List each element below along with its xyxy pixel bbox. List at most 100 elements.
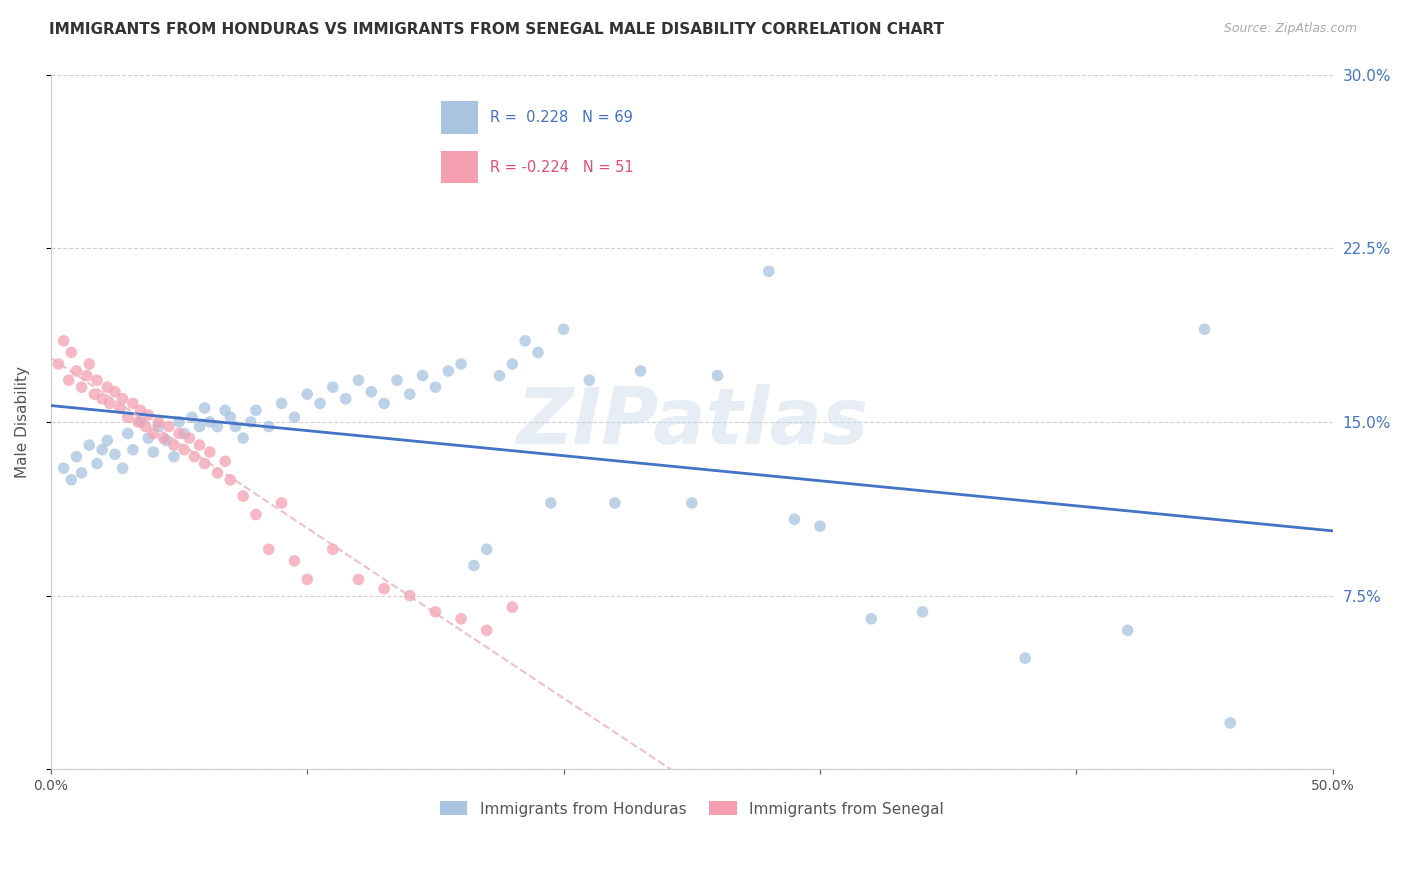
- Point: [79, 438, 101, 452]
- Point: [98, 396, 121, 410]
- Point: [76, 368, 98, 383]
- Point: [129, 403, 152, 417]
- Point: [52, 461, 75, 475]
- Point: [322, 542, 344, 557]
- Point: [60, 473, 83, 487]
- Point: [309, 396, 332, 410]
- Point: [501, 357, 523, 371]
- Point: [83, 387, 105, 401]
- Y-axis label: Male Disability: Male Disability: [15, 366, 30, 478]
- Point: [540, 496, 562, 510]
- Point: [270, 496, 292, 510]
- Point: [450, 357, 472, 371]
- Point: [157, 419, 180, 434]
- Point: [245, 403, 267, 417]
- Point: [152, 431, 174, 445]
- Legend: Immigrants from Honduras, Immigrants from Senegal: Immigrants from Honduras, Immigrants fro…: [432, 794, 952, 824]
- Point: [127, 415, 149, 429]
- Point: [360, 384, 382, 399]
- Point: [283, 554, 305, 568]
- Point: [111, 461, 134, 475]
- Point: [758, 264, 780, 278]
- Point: [194, 457, 217, 471]
- Point: [122, 442, 145, 457]
- Point: [425, 605, 447, 619]
- Point: [117, 426, 139, 441]
- Point: [148, 419, 170, 434]
- Point: [108, 401, 131, 415]
- Point: [142, 445, 165, 459]
- Point: [198, 415, 221, 429]
- Point: [163, 450, 186, 464]
- Point: [129, 415, 152, 429]
- Point: [578, 373, 600, 387]
- Point: [347, 573, 370, 587]
- Point: [232, 489, 254, 503]
- Point: [117, 410, 139, 425]
- Point: [122, 396, 145, 410]
- Point: [214, 403, 236, 417]
- Point: [1014, 651, 1036, 665]
- Point: [412, 368, 434, 383]
- Point: [167, 426, 190, 441]
- Point: [104, 447, 127, 461]
- Point: [48, 357, 70, 371]
- Point: [136, 431, 159, 445]
- Point: [179, 431, 201, 445]
- Point: [155, 434, 177, 448]
- Point: [239, 415, 262, 429]
- Point: [136, 408, 159, 422]
- Point: [65, 364, 87, 378]
- Point: [194, 401, 217, 415]
- Text: Source: ZipAtlas.com: Source: ZipAtlas.com: [1223, 22, 1357, 36]
- Point: [207, 419, 229, 434]
- Point: [347, 373, 370, 387]
- Point: [808, 519, 831, 533]
- Point: [65, 450, 87, 464]
- Point: [188, 438, 211, 452]
- Point: [527, 345, 550, 359]
- Point: [425, 380, 447, 394]
- Point: [180, 410, 202, 425]
- Point: [224, 419, 246, 434]
- Point: [373, 582, 395, 596]
- Point: [207, 466, 229, 480]
- Point: [398, 387, 420, 401]
- Point: [385, 373, 408, 387]
- Point: [79, 357, 101, 371]
- Point: [398, 589, 420, 603]
- Point: [111, 392, 134, 406]
- Point: [911, 605, 934, 619]
- Point: [515, 334, 537, 348]
- Point: [335, 392, 357, 406]
- Point: [91, 392, 114, 406]
- Point: [219, 410, 242, 425]
- Point: [148, 415, 170, 429]
- Point: [270, 396, 292, 410]
- Point: [501, 600, 523, 615]
- Point: [142, 426, 165, 441]
- Point: [553, 322, 575, 336]
- Point: [603, 496, 626, 510]
- Point: [96, 380, 118, 394]
- Text: ZIPatlas: ZIPatlas: [516, 384, 868, 460]
- Point: [297, 387, 319, 401]
- Point: [91, 442, 114, 457]
- Point: [167, 415, 190, 429]
- Point: [214, 454, 236, 468]
- Point: [86, 373, 108, 387]
- Point: [373, 396, 395, 410]
- Point: [488, 368, 510, 383]
- Point: [1116, 624, 1139, 638]
- Point: [173, 426, 195, 441]
- Point: [96, 434, 118, 448]
- Point: [475, 624, 498, 638]
- Point: [183, 450, 205, 464]
- Point: [463, 558, 485, 573]
- Point: [60, 345, 83, 359]
- Point: [86, 457, 108, 471]
- Point: [257, 419, 280, 434]
- Point: [188, 419, 211, 434]
- Point: [257, 542, 280, 557]
- Point: [322, 380, 344, 394]
